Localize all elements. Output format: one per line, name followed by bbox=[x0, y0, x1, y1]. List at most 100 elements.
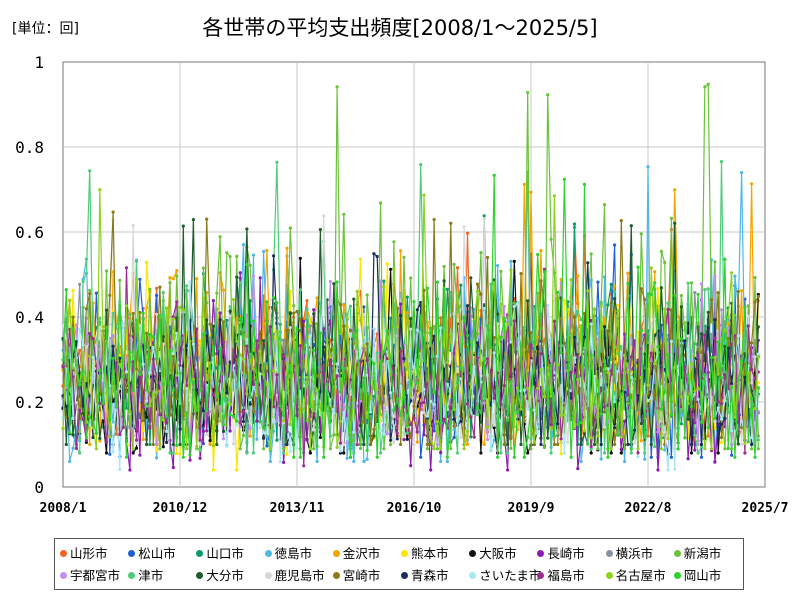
data-point bbox=[352, 334, 356, 338]
data-point bbox=[512, 259, 516, 263]
legend-item: 鹿児島市 bbox=[264, 565, 325, 584]
data-point bbox=[98, 401, 102, 405]
data-point bbox=[703, 85, 707, 89]
data-point bbox=[211, 345, 215, 349]
data-point bbox=[489, 448, 493, 452]
data-point bbox=[358, 257, 363, 261]
data-point bbox=[412, 371, 416, 376]
data-point bbox=[328, 420, 332, 424]
data-point bbox=[613, 345, 617, 349]
legend-item: 名古屋市 bbox=[605, 565, 666, 584]
data-point bbox=[382, 285, 386, 289]
data-point bbox=[355, 363, 359, 367]
legend-marker bbox=[605, 572, 613, 579]
data-point bbox=[84, 271, 88, 275]
data-point bbox=[572, 315, 577, 319]
data-point bbox=[191, 218, 195, 222]
data-point bbox=[201, 409, 205, 413]
data-point bbox=[529, 447, 533, 451]
data-point bbox=[643, 333, 647, 337]
data-point bbox=[305, 418, 309, 422]
data-point bbox=[602, 325, 607, 329]
data-point bbox=[181, 308, 185, 312]
data-point bbox=[599, 372, 603, 376]
data-point bbox=[81, 343, 85, 347]
data-point bbox=[562, 298, 567, 302]
data-point bbox=[118, 278, 122, 282]
data-point bbox=[409, 317, 413, 321]
data-point bbox=[439, 451, 443, 455]
data-point bbox=[479, 363, 483, 367]
data-point bbox=[619, 447, 623, 451]
data-point bbox=[455, 373, 460, 377]
data-point bbox=[278, 342, 282, 346]
data-point bbox=[425, 414, 429, 418]
data-point bbox=[599, 304, 603, 308]
data-point bbox=[425, 447, 429, 451]
data-point bbox=[335, 362, 339, 366]
data-point bbox=[335, 445, 339, 449]
x-tick-label: 2019/9 bbox=[508, 501, 555, 516]
data-point bbox=[84, 345, 88, 349]
data-point bbox=[616, 399, 620, 403]
data-point bbox=[713, 336, 717, 340]
data-point bbox=[542, 267, 547, 271]
data-point bbox=[452, 435, 456, 440]
data-point bbox=[141, 362, 145, 366]
data-point bbox=[188, 280, 192, 284]
data-point bbox=[482, 401, 486, 405]
data-point bbox=[659, 368, 664, 373]
data-point bbox=[175, 397, 179, 401]
data-point bbox=[459, 365, 463, 370]
data-point bbox=[629, 447, 633, 451]
data-point bbox=[475, 282, 480, 286]
data-point bbox=[312, 308, 316, 312]
data-point bbox=[689, 442, 694, 447]
data-point bbox=[322, 372, 326, 376]
data-point bbox=[124, 390, 129, 394]
data-point bbox=[639, 329, 643, 333]
data-point bbox=[402, 438, 406, 442]
legend-label: 津市 bbox=[138, 568, 164, 583]
data-point bbox=[432, 217, 436, 222]
data-point bbox=[78, 408, 82, 412]
data-point bbox=[756, 386, 760, 390]
data-point bbox=[315, 388, 319, 392]
data-point bbox=[181, 224, 185, 228]
data-point bbox=[228, 314, 232, 318]
data-point bbox=[726, 326, 730, 330]
data-point bbox=[318, 309, 322, 314]
data-point bbox=[148, 442, 152, 447]
data-point bbox=[499, 402, 503, 407]
data-point bbox=[472, 319, 476, 323]
data-point bbox=[328, 447, 332, 451]
data-point bbox=[81, 417, 85, 421]
data-point bbox=[562, 177, 567, 181]
data-point bbox=[419, 388, 423, 392]
data-point bbox=[318, 435, 322, 440]
data-point bbox=[502, 384, 506, 388]
data-point bbox=[696, 292, 700, 296]
data-point bbox=[576, 467, 580, 471]
data-point bbox=[455, 431, 460, 435]
data-point bbox=[489, 345, 493, 349]
data-point bbox=[228, 309, 232, 313]
data-point bbox=[442, 264, 446, 269]
data-point bbox=[415, 389, 419, 393]
legend-item: 横浜市 bbox=[605, 543, 653, 562]
data-point bbox=[141, 418, 145, 423]
data-point bbox=[646, 383, 650, 387]
data-point bbox=[606, 455, 610, 459]
data-point bbox=[733, 274, 737, 278]
data-point bbox=[379, 428, 383, 432]
data-point bbox=[305, 307, 309, 311]
data-point bbox=[442, 287, 446, 291]
data-point bbox=[231, 442, 236, 446]
data-point bbox=[375, 254, 379, 259]
data-point bbox=[465, 304, 470, 308]
data-point bbox=[258, 276, 262, 280]
data-point bbox=[392, 373, 396, 377]
data-point bbox=[613, 289, 617, 294]
data-point bbox=[636, 394, 640, 398]
legend-item: 宇都宮市 bbox=[60, 565, 120, 584]
